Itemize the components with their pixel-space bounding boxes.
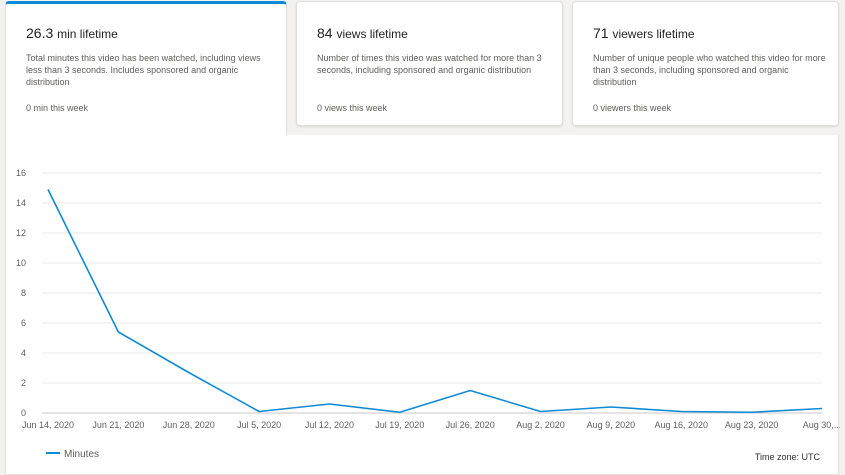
x-tick-label: Aug 16, 2020 — [654, 420, 708, 430]
chart-panel: 0 2 4 6 8 10 12 14 16 Jun 14, 2020 Jun 21, 2020 Ju… — [5, 135, 840, 475]
y-tick-label: 8 — [21, 288, 26, 298]
x-tick-label: Jul 26, 2020 — [446, 420, 495, 430]
series-line-minutes — [47, 189, 823, 414]
y-tick-label: 0 — [21, 408, 26, 418]
metric-headline: 71 viewers lifetime — [593, 24, 838, 43]
metric-headline: 84 views lifetime — [317, 24, 562, 43]
x-tick-label: Jul 12, 2020 — [305, 420, 354, 430]
x-axis-ticks: Jun 14, 2020 Jun 21, 2020 Jun 28, 2020 Jul … — [22, 420, 840, 430]
x-tick-label: Jun 21, 2020 — [92, 420, 144, 430]
data-point[interactable] — [253, 406, 265, 418]
data-point[interactable] — [675, 406, 687, 418]
metric-headline: 26.3 min lifetime — [26, 24, 286, 43]
data-point[interactable] — [535, 406, 547, 418]
data-point[interactable] — [746, 406, 758, 418]
metric-card-viewers[interactable]: 71 viewers lifetime Number of unique peo… — [572, 1, 839, 126]
data-point[interactable] — [112, 326, 124, 338]
y-tick-label: 12 — [16, 228, 26, 238]
legend-label-minutes: Minutes — [64, 449, 99, 460]
metric-value: 26.3 — [26, 25, 54, 41]
y-tick-label: 2 — [21, 378, 26, 388]
metric-value: 71 — [593, 25, 609, 41]
x-tick-label: Jul 5, 2020 — [237, 420, 281, 430]
y-tick-label: 10 — [16, 258, 26, 268]
x-tick-label: Aug 9, 2020 — [587, 420, 636, 430]
y-tick-label: 16 — [16, 168, 26, 178]
x-tick-label: Jun 14, 2020 — [22, 420, 74, 430]
data-point[interactable] — [42, 184, 54, 196]
data-point[interactable] — [816, 403, 828, 415]
x-tick-label: Aug 23, 2020 — [725, 420, 779, 430]
timezone-label: Time zone: UTC — [755, 452, 821, 462]
x-tick-label: Jun 28, 2020 — [163, 420, 215, 430]
y-axis-ticks: 0 2 4 6 8 10 12 14 16 — [16, 168, 26, 418]
data-point[interactable] — [464, 385, 476, 397]
metric-unit: min lifetime — [57, 27, 118, 41]
data-point[interactable] — [183, 367, 195, 379]
x-tick-label: Aug 30,... — [803, 420, 840, 430]
metric-week-value: 0 min this week — [26, 103, 89, 113]
metric-unit: views lifetime — [336, 27, 408, 41]
metric-unit: viewers lifetime — [612, 27, 695, 41]
x-tick-label: Aug 2, 2020 — [516, 420, 565, 430]
metric-card-minutes[interactable]: 26.3 min lifetime Total minutes this vid… — [5, 1, 287, 136]
y-tick-label: 6 — [21, 318, 26, 328]
metric-value: 84 — [317, 25, 333, 41]
metric-description: Number of unique people who watched this… — [593, 53, 826, 87]
chart-series — [42, 184, 828, 418]
data-point[interactable] — [323, 398, 335, 410]
data-point[interactable] — [394, 406, 406, 418]
data-point[interactable] — [605, 401, 617, 413]
metric-description: Number of times this video was watched f… — [317, 53, 542, 75]
chart-gridlines — [42, 172, 822, 414]
metric-week-value: 0 views this week — [317, 103, 388, 113]
metric-card-views[interactable]: 84 views lifetime Number of times this v… — [296, 1, 563, 126]
metric-description: Total minutes this video has been watche… — [26, 53, 261, 87]
chart-legend[interactable]: Minutes — [46, 449, 99, 460]
x-tick-label: Jul 19, 2020 — [375, 420, 424, 430]
metric-week-value: 0 viewers this week — [593, 103, 672, 113]
y-tick-label: 14 — [16, 198, 26, 208]
y-tick-label: 4 — [21, 348, 26, 358]
